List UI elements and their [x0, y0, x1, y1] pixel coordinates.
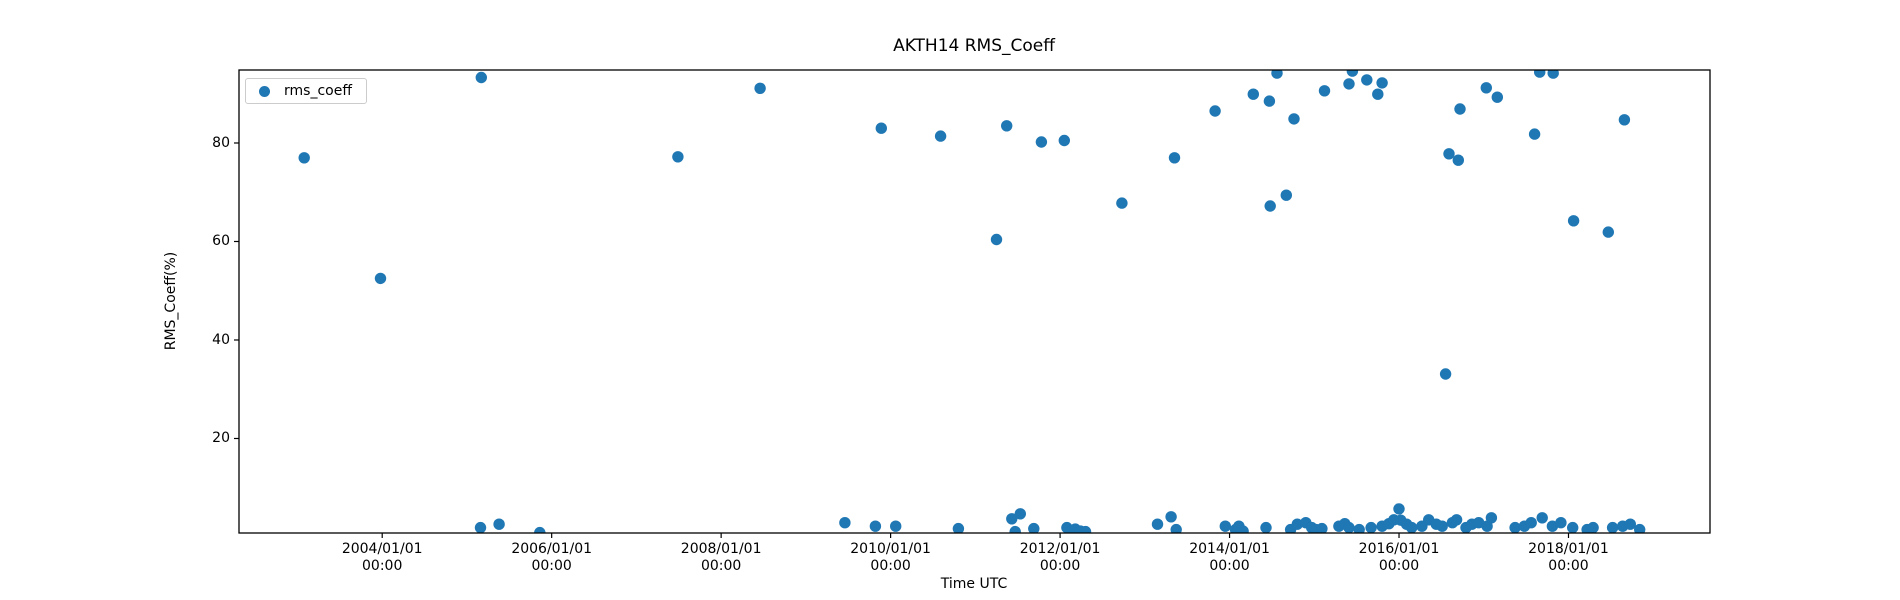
data-point	[1343, 78, 1355, 90]
x-tick-label: 2012/01/01 00:00	[1019, 541, 1101, 574]
data-point	[869, 520, 882, 532]
data-point	[475, 71, 487, 84]
data-point	[1602, 226, 1615, 238]
y-tick-label: 20	[212, 430, 230, 447]
data-point	[672, 151, 684, 163]
data-point	[1439, 368, 1452, 380]
data-point	[1035, 136, 1048, 148]
data-point	[1316, 522, 1328, 533]
x-tick-label: 2004/01/01 00:00	[341, 541, 423, 574]
data-point	[1343, 521, 1355, 533]
data-point	[1209, 105, 1221, 117]
y-tick-label: 80	[212, 134, 230, 151]
data-point	[1353, 523, 1365, 533]
data-point	[1168, 152, 1181, 164]
y-tick-label: 60	[212, 233, 230, 250]
data-point	[1525, 517, 1537, 529]
data-point	[1376, 77, 1388, 89]
data-point	[1481, 520, 1493, 532]
data-point	[839, 517, 851, 529]
data-point	[1264, 200, 1276, 212]
data-point	[1151, 518, 1164, 530]
data-point	[1361, 74, 1373, 86]
data-point	[1567, 521, 1579, 533]
axes-frame	[238, 69, 1711, 534]
data-point	[1001, 120, 1013, 132]
data-point	[1454, 103, 1466, 115]
data-point	[1555, 517, 1567, 529]
data-point	[952, 522, 965, 533]
data-point	[1372, 88, 1384, 100]
data-point	[1165, 511, 1177, 523]
data-point	[1618, 114, 1631, 126]
data-point	[1237, 525, 1249, 533]
data-point	[1365, 521, 1377, 533]
x-tick-label: 2014/01/01 00:00	[1189, 541, 1270, 574]
data-point	[1491, 91, 1504, 103]
data-point	[1058, 134, 1071, 147]
legend-box: rms_coeff	[245, 78, 367, 104]
data-point	[1116, 197, 1128, 209]
x-tick-label: 2008/01/01 00:00	[680, 541, 762, 574]
data-point	[1547, 70, 1559, 79]
data-point	[1393, 503, 1405, 515]
data-point	[1291, 518, 1304, 530]
data-point	[1624, 518, 1637, 530]
x-axis-label: Time UTC	[940, 576, 1008, 592]
data-point	[1406, 521, 1418, 533]
data-point	[1509, 521, 1521, 533]
data-point	[1450, 514, 1463, 526]
data-point	[534, 526, 546, 533]
data-point	[298, 152, 310, 164]
scatter-points	[298, 70, 1646, 533]
data-point	[1263, 95, 1276, 107]
x-tick-label: 2006/01/01 00:00	[511, 541, 593, 574]
data-point	[934, 130, 947, 142]
data-point	[1288, 113, 1300, 125]
x-tick-label: 2018/01/01 00:00	[1528, 541, 1609, 574]
data-point	[474, 521, 487, 533]
data-point	[1079, 525, 1092, 533]
data-point	[1452, 154, 1465, 166]
data-point	[374, 272, 387, 285]
data-point	[493, 518, 505, 530]
y-tick-label: 40	[212, 331, 230, 348]
data-point	[875, 122, 887, 134]
data-point	[1534, 70, 1546, 78]
x-tick-label: 2016/01/01 00:00	[1358, 541, 1440, 574]
data-point	[1219, 520, 1232, 532]
data-point	[754, 82, 766, 95]
x-tick-label: 2010/01/01 00:00	[850, 541, 931, 574]
data-point	[1606, 521, 1619, 533]
data-point	[1485, 512, 1498, 524]
y-axis-label: RMS_Coeff(%)	[163, 251, 179, 351]
data-point	[1247, 88, 1260, 100]
data-point	[1634, 523, 1646, 533]
data-point	[890, 520, 902, 532]
data-point	[1170, 523, 1182, 533]
data-point	[990, 233, 1003, 246]
data-point	[1006, 513, 1018, 525]
legend-label: rms_coeff	[284, 83, 352, 99]
data-point	[1271, 70, 1283, 79]
data-point	[1480, 82, 1493, 94]
data-point	[1536, 512, 1548, 524]
data-point	[1567, 215, 1580, 227]
data-point	[1346, 70, 1359, 77]
data-point	[1014, 508, 1026, 520]
legend-marker-icon	[259, 85, 270, 97]
data-point	[1280, 189, 1293, 201]
data-point	[1028, 522, 1040, 533]
data-point	[1009, 525, 1021, 533]
data-point	[1443, 148, 1455, 160]
data-point	[1528, 128, 1541, 140]
data-point	[1260, 521, 1272, 533]
data-point	[1318, 85, 1331, 97]
data-point	[1587, 521, 1599, 533]
chart-title: AKTH14 RMS_Coeff	[893, 36, 1055, 56]
data-point	[1436, 520, 1448, 532]
